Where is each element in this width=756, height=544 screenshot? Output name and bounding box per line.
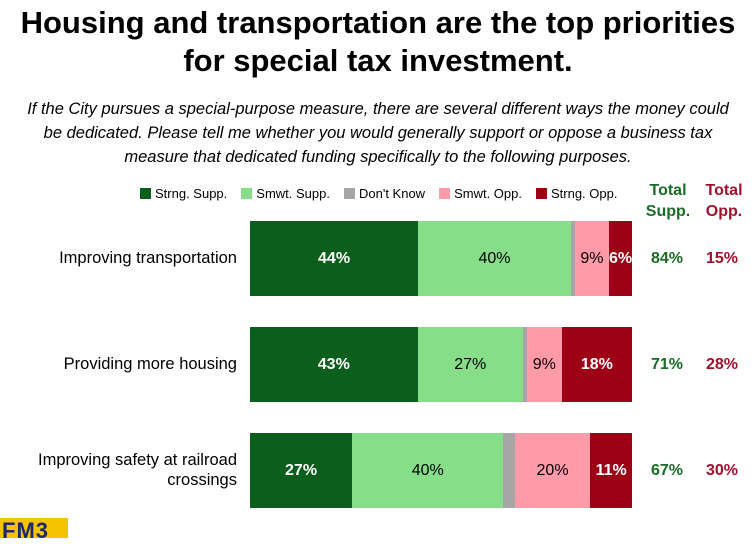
legend-label: Don't Know: [358, 186, 426, 201]
total-support-value: 84%: [651, 250, 684, 267]
stacked-bar: 27% 40% 20% 11%: [250, 433, 632, 508]
legend-label: Strng. Supp.: [155, 186, 228, 201]
data-label: 20%: [536, 461, 569, 479]
bar-segment: 27%: [417, 327, 523, 402]
legend-item: Smwt. Supp.: [241, 186, 330, 201]
legend-swatch: [241, 188, 253, 199]
data-label: 40%: [411, 461, 444, 479]
legend-swatch: [343, 188, 355, 199]
bar-segment: 9%: [574, 221, 610, 296]
legend-item: Smwt. Opp.: [439, 186, 522, 201]
data-label: 44%: [318, 249, 351, 267]
total-oppose-header: Total Opp.: [705, 182, 743, 220]
data-label: 43%: [317, 355, 350, 373]
legend-item: Strng. Supp.: [140, 186, 227, 201]
legend-label: Smwt. Supp.: [256, 186, 330, 201]
data-label: 27%: [454, 355, 487, 373]
data-label: 9%: [580, 249, 604, 267]
total-support-value: 71%: [651, 356, 684, 373]
total-support-value: 67%: [651, 462, 684, 479]
fm3-logo: FM3: [0, 518, 68, 543]
legend-swatch: [140, 188, 151, 199]
chart-subtitle: If the City pursues a special-purpose me…: [27, 100, 729, 166]
bar-segment: 27%: [250, 433, 353, 508]
total-oppose-value: 28%: [706, 356, 739, 373]
legend-swatch: [439, 188, 451, 199]
total-oppose-value: 15%: [706, 250, 739, 267]
legend-item: Strng. Opp.: [535, 186, 618, 201]
category-label: Improving transportation: [59, 249, 237, 267]
data-label: 40%: [478, 249, 511, 267]
data-label: 27%: [285, 461, 318, 479]
bar-segment: 40%: [418, 221, 571, 296]
chart-title: Housing and transportation are the top p…: [20, 5, 736, 78]
category-label: Improving safety at railroad crossings: [37, 451, 237, 489]
legend: Strng. Supp. Smwt. Supp. Don't Know Smwt. O…: [140, 186, 617, 201]
data-label: 11%: [595, 461, 627, 479]
bar-segment: 18%: [561, 327, 632, 402]
data-label: 9%: [532, 355, 556, 373]
stacked-bar: 43% 27% 9% 18%: [250, 327, 632, 402]
bar-segment: 44%: [250, 221, 419, 296]
data-label: 18%: [580, 355, 613, 373]
stacked-bar: 44% 40% 9% 6%: [250, 221, 632, 296]
bar-segment: 6%: [609, 221, 632, 296]
legend-label: Strng. Opp.: [550, 186, 618, 201]
legend-label: Smwt. Opp.: [454, 186, 522, 201]
bar-segment: 43%: [250, 327, 418, 402]
category-label: Providing more housing: [63, 355, 237, 373]
legend-item: Don't Know: [343, 186, 426, 201]
data-label: 6%: [608, 249, 633, 267]
bar-segment: 11%: [590, 433, 632, 508]
bar-segment: [522, 327, 527, 402]
legend-swatch: [535, 188, 547, 199]
total-support-header: Total Supp.: [645, 182, 691, 220]
bar-segment: 20%: [514, 433, 591, 508]
bar-segment: [570, 221, 575, 296]
bar-segment: 9%: [526, 327, 562, 402]
bar-segment: 40%: [352, 433, 504, 508]
total-oppose-value: 30%: [706, 462, 739, 479]
bar-segment: [503, 433, 515, 508]
